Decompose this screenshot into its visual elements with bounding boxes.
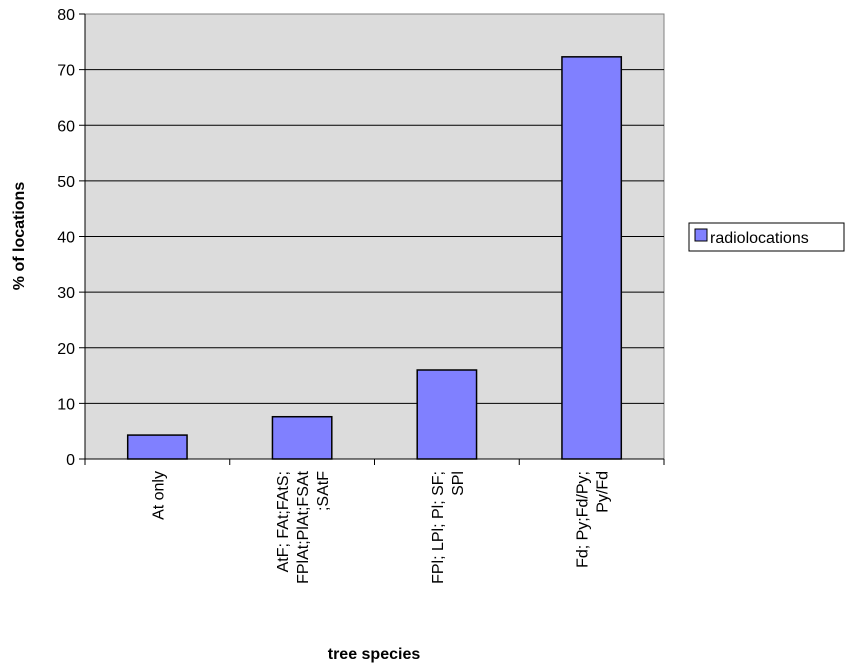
- legend-label: radiolocations: [710, 230, 809, 247]
- y-tick-label: 10: [57, 396, 75, 413]
- y-tick-label: 80: [57, 7, 75, 24]
- x-tick-label-line: At only: [150, 471, 167, 520]
- y-axis-title: % of locations: [11, 182, 28, 291]
- x-tick-label-line: Py/Fd: [595, 471, 612, 513]
- bar: [272, 417, 331, 459]
- x-tick-label: At only: [150, 471, 167, 520]
- x-axis-title: tree species: [328, 646, 421, 663]
- x-tick-label: AtF; FAt;FAtS; FPlAt;PlAt;FSAt ;SAtF: [275, 470, 332, 583]
- x-tick-label-line: AtF; FAt;FAtS;: [275, 471, 292, 572]
- x-tick-label-line: Fd; Py;Fd/Py;: [575, 471, 592, 568]
- x-tick-label: Fd; Py;Fd/Py; Py/Fd: [575, 471, 612, 568]
- bar: [417, 370, 476, 459]
- x-tick-label-line: FPlAt;PlAt;FSAt: [295, 470, 312, 583]
- x-tick-label-line: ;SAtF: [315, 471, 332, 511]
- y-tick-label: 30: [57, 285, 75, 302]
- x-tick-label: FPl; LPl; Pl; SF; SPl: [430, 471, 467, 584]
- bar: [562, 57, 621, 459]
- x-tick-label-line: SPl: [450, 471, 467, 496]
- y-tick-label: 60: [57, 118, 75, 135]
- y-axis: 0 10 20 30 40 50 60 70 80: [57, 7, 85, 469]
- legend-swatch: [695, 229, 707, 241]
- y-tick-label: 40: [57, 230, 75, 247]
- y-tick-label: 20: [57, 341, 75, 358]
- y-tick-label: 50: [57, 174, 75, 191]
- legend: radiolocations: [689, 223, 844, 251]
- y-tick-label: 0: [66, 452, 75, 469]
- x-tick-label-line: FPl; LPl; Pl; SF;: [430, 471, 447, 584]
- x-axis: At only AtF; FAt;FAtS; FPlAt;PlAt;FSAt ;SAt…: [85, 459, 664, 584]
- bar: [128, 435, 187, 459]
- y-tick-label: 70: [57, 63, 75, 80]
